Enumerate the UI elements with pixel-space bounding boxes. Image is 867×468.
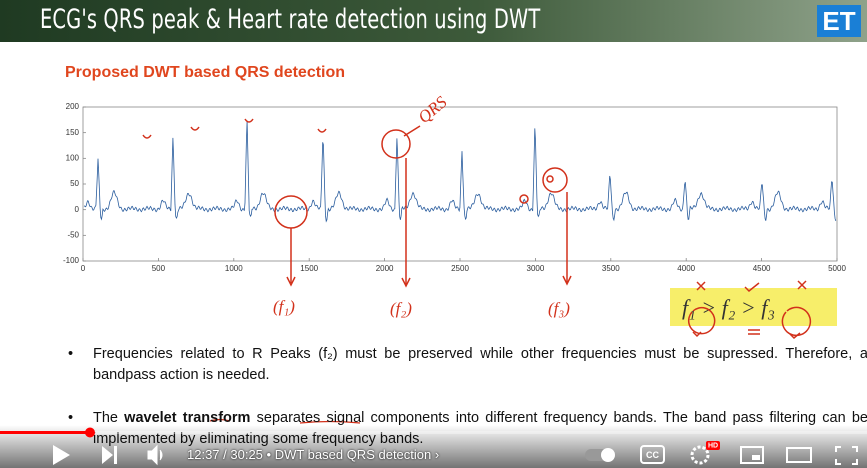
volume-button[interactable] xyxy=(147,444,163,466)
title-banner: ECG's QRS peak & Heart rate detection us… xyxy=(0,0,867,42)
play-button[interactable] xyxy=(53,445,70,465)
annotations xyxy=(142,118,812,424)
f1-label: (f₁) xyxy=(273,297,295,316)
settings-button[interactable] xyxy=(690,445,710,465)
fullscreen-button[interactable] xyxy=(835,446,858,465)
x-tick-label: 2500 xyxy=(451,264,469,273)
chapter[interactable]: DWT based QRS detection xyxy=(274,447,432,462)
player-controls xyxy=(0,425,867,468)
scrubber[interactable] xyxy=(85,427,95,438)
x-tick-label: 500 xyxy=(152,264,166,273)
bullet-text: Frequencies related to R Peaks (f₂) must… xyxy=(93,346,867,383)
x-tick-label: 2000 xyxy=(376,264,394,273)
x-tick-label: 3000 xyxy=(527,264,545,273)
y-tick-label: 50 xyxy=(70,179,79,188)
y-tick-label: -100 xyxy=(63,256,80,265)
channel-logo[interactable]: ET xyxy=(817,5,861,37)
time: 12:37 / 30:25 xyxy=(187,447,263,462)
y-tick-label: -50 xyxy=(67,230,79,239)
x-tick-label: 4500 xyxy=(753,264,771,273)
x-tick-label: 0 xyxy=(81,264,86,273)
progress-track[interactable] xyxy=(0,431,867,434)
autoplay-knob xyxy=(601,448,615,462)
y-tick-label: 0 xyxy=(75,205,80,214)
hd-badge xyxy=(706,441,720,450)
ecg-trace xyxy=(83,120,837,223)
y-tick-label: 200 xyxy=(66,102,80,111)
miniplayer-icon xyxy=(752,455,760,460)
video-title: ECG's QRS peak & Heart rate detection us… xyxy=(40,4,541,35)
bullet-bold: wavelet transform xyxy=(124,410,251,426)
y-tick-label: 100 xyxy=(66,153,80,162)
hd-label: HD xyxy=(708,443,718,450)
next-button[interactable] xyxy=(102,446,117,464)
slide-subtitle: Proposed DWT based QRS detection xyxy=(65,64,346,81)
time-display: 12:37 / 30:25 • DWT based QRS detection … xyxy=(187,447,440,462)
f2-label: (f₂) xyxy=(390,299,412,318)
x-tick-label: 4000 xyxy=(677,264,695,273)
x-tick-label: 1500 xyxy=(300,264,318,273)
x-tick-label: 3500 xyxy=(602,264,620,273)
f3-label: (f₃) xyxy=(548,299,570,318)
miniplayer-button[interactable] xyxy=(740,446,764,464)
y-tick-label: 150 xyxy=(66,128,80,137)
bullet-text: The xyxy=(93,410,125,426)
x-tick-label: 1000 xyxy=(225,264,243,273)
cc-label: CC xyxy=(646,450,659,460)
x-tick-label: 5000 xyxy=(828,264,846,273)
theater-button[interactable] xyxy=(786,447,812,463)
highlight xyxy=(670,288,837,326)
cc-button[interactable] xyxy=(640,445,665,464)
progress-played xyxy=(0,431,90,434)
